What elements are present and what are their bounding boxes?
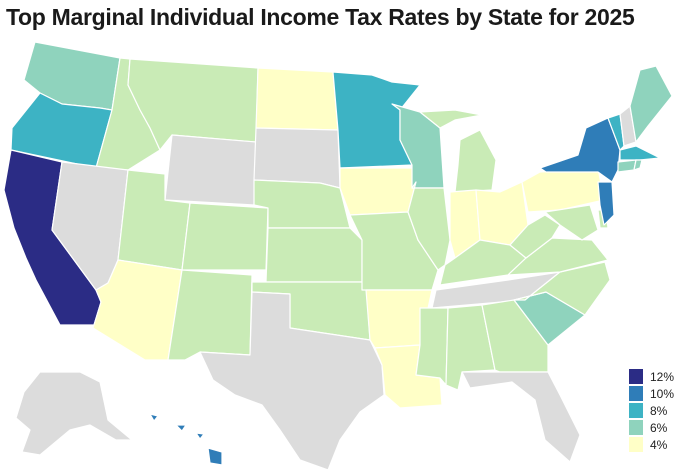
- map-title: Top Marginal Individual Income Tax Rates…: [6, 4, 635, 30]
- state-michigan[interactable]: [419, 109, 497, 193]
- legend-swatch: [629, 403, 643, 418]
- legend-item: 12%: [629, 368, 674, 385]
- state-hawaii[interactable]: [149, 413, 223, 466]
- legend-label: 8%: [650, 403, 668, 418]
- legend-label: 10%: [650, 386, 675, 401]
- state-connecticut[interactable]: [617, 159, 637, 173]
- state-maine[interactable]: [629, 65, 673, 143]
- legend-label: 4%: [650, 437, 668, 452]
- legend-label: 12%: [650, 369, 675, 384]
- legend-label: 6%: [650, 420, 668, 435]
- legend-item: 6%: [629, 419, 674, 436]
- state-new-jersey[interactable]: [597, 181, 615, 226]
- legend-item: 4%: [629, 436, 674, 453]
- state-new-mexico[interactable]: [167, 269, 253, 361]
- state-wyoming[interactable]: [164, 134, 257, 206]
- state-mississippi[interactable]: [415, 307, 449, 386]
- legend-item: 8%: [629, 402, 674, 419]
- legend-swatch: [629, 420, 643, 435]
- state-texas[interactable]: [199, 291, 385, 471]
- state-massachusetts[interactable]: [619, 145, 661, 161]
- state-alaska[interactable]: [15, 371, 133, 456]
- legend-swatch: [629, 437, 643, 452]
- state-kansas[interactable]: [265, 227, 363, 283]
- state-nebraska[interactable]: [253, 179, 351, 229]
- state-maryland[interactable]: [544, 204, 599, 241]
- legend: 12% 10% 8% 6% 4%: [629, 368, 674, 453]
- legend-item: 10%: [629, 385, 674, 402]
- state-colorado[interactable]: [181, 202, 269, 271]
- legend-swatch: [629, 386, 643, 401]
- state-pennsylvania[interactable]: [521, 167, 605, 213]
- state-north-dakota[interactable]: [255, 67, 339, 131]
- state-illinois[interactable]: [407, 181, 451, 271]
- state-rhode-island[interactable]: [633, 159, 643, 171]
- state-new-york[interactable]: [539, 117, 621, 183]
- state-south-dakota[interactable]: [253, 127, 341, 189]
- state-iowa[interactable]: [339, 167, 417, 216]
- legend-swatch: [629, 369, 643, 384]
- state-florida[interactable]: [461, 371, 581, 463]
